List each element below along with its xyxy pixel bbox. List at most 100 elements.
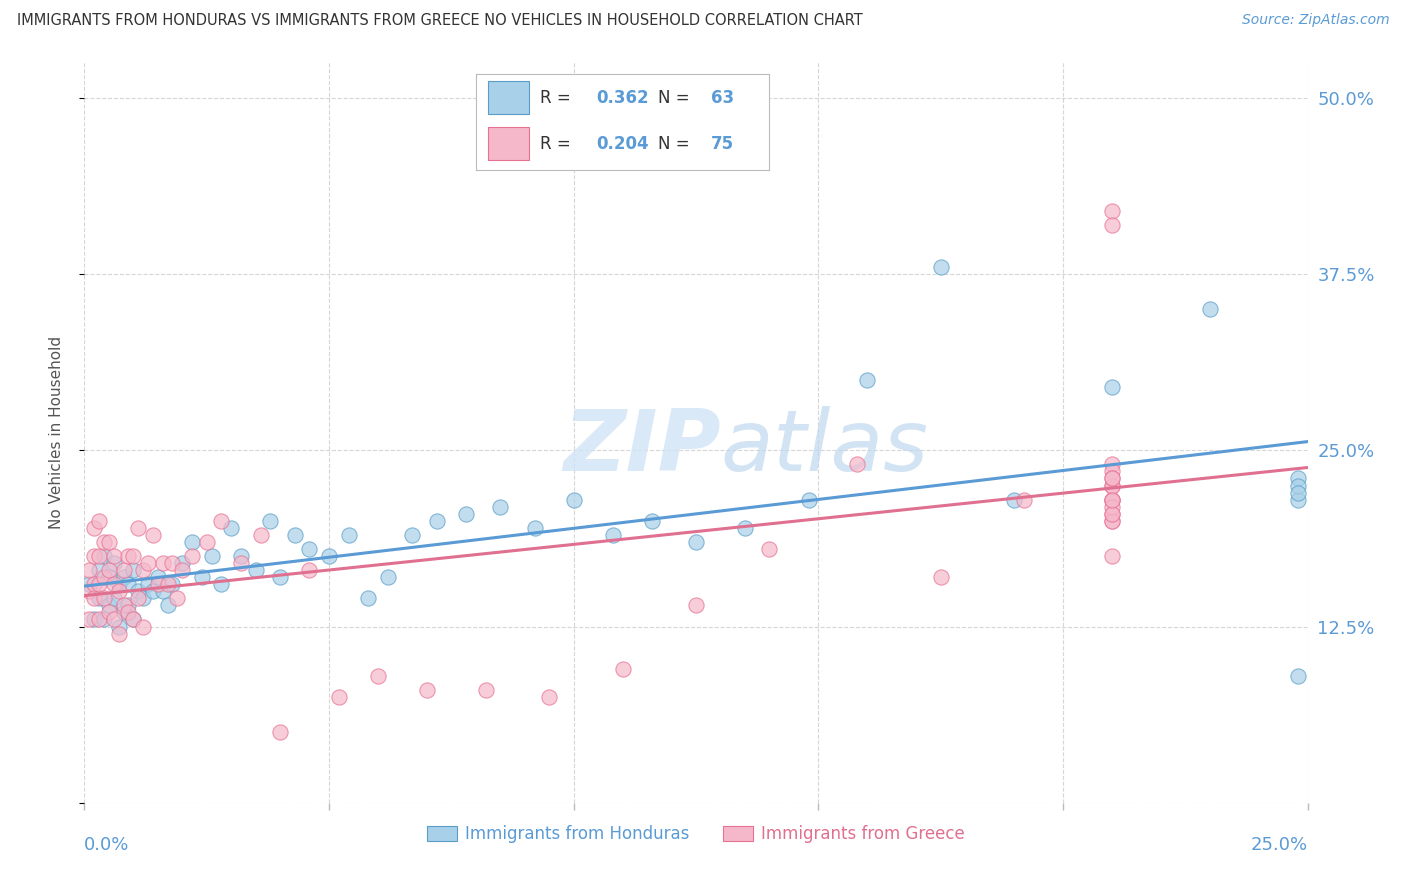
Point	[93, 612, 115, 626]
Point	[97, 563, 120, 577]
Point	[229, 556, 252, 570]
Point	[97, 599, 120, 613]
Point	[77, 563, 100, 577]
Point	[122, 612, 145, 626]
Point	[181, 535, 204, 549]
Point	[117, 549, 139, 563]
Text: atlas: atlas	[720, 406, 928, 489]
Point	[1101, 514, 1123, 528]
Point	[87, 514, 110, 528]
Point	[1286, 492, 1309, 507]
Point	[416, 683, 439, 698]
Point	[1101, 492, 1123, 507]
Point	[846, 458, 869, 472]
Point	[562, 492, 585, 507]
Point	[132, 591, 155, 606]
Point	[112, 606, 135, 620]
Point	[337, 528, 360, 542]
Point	[284, 528, 307, 542]
Point	[172, 563, 194, 577]
Point	[1101, 380, 1123, 394]
Point	[107, 584, 129, 599]
Point	[1101, 218, 1123, 232]
Point	[117, 577, 139, 591]
Text: ZIP: ZIP	[562, 406, 720, 489]
Text: Source: ZipAtlas.com: Source: ZipAtlas.com	[1241, 13, 1389, 28]
Point	[162, 556, 184, 570]
Point	[146, 570, 169, 584]
Point	[166, 591, 188, 606]
Point	[209, 514, 232, 528]
Point	[132, 563, 155, 577]
Point	[112, 599, 135, 613]
Y-axis label: No Vehicles in Household: No Vehicles in Household	[49, 336, 63, 529]
Point	[127, 591, 149, 606]
Text: 0.0%: 0.0%	[84, 836, 129, 855]
Point	[298, 563, 321, 577]
Point	[1101, 478, 1123, 492]
Point	[1101, 507, 1123, 521]
Point	[489, 500, 512, 514]
Point	[142, 528, 165, 542]
Point	[77, 577, 100, 591]
Point	[269, 570, 291, 584]
Point	[538, 690, 561, 704]
Point	[1101, 507, 1123, 521]
Point	[83, 521, 105, 535]
Point	[602, 528, 624, 542]
Point	[107, 577, 129, 591]
Point	[269, 725, 291, 739]
Point	[1286, 478, 1309, 492]
Point	[152, 556, 174, 570]
Point	[127, 521, 149, 535]
Point	[209, 577, 232, 591]
Point	[1012, 492, 1035, 507]
Point	[1286, 471, 1309, 485]
Point	[87, 591, 110, 606]
Point	[117, 606, 139, 620]
Point	[103, 577, 125, 591]
Point	[1101, 471, 1123, 485]
Text: IMMIGRANTS FROM HONDURAS VS IMMIGRANTS FROM GREECE NO VEHICLES IN HOUSEHOLD CORR: IMMIGRANTS FROM HONDURAS VS IMMIGRANTS F…	[17, 13, 863, 29]
Point	[856, 373, 879, 387]
Point	[172, 556, 194, 570]
Point	[122, 612, 145, 626]
Point	[929, 260, 952, 274]
Point	[1286, 485, 1309, 500]
Text: 25.0%: 25.0%	[1250, 836, 1308, 855]
Point	[377, 570, 399, 584]
Point	[146, 577, 169, 591]
Point	[1101, 500, 1123, 514]
Point	[83, 549, 105, 563]
Point	[77, 584, 100, 599]
Point	[162, 577, 184, 591]
Point	[122, 549, 145, 563]
Point	[1101, 458, 1123, 472]
Point	[87, 577, 110, 591]
Point	[1101, 492, 1123, 507]
Point	[758, 541, 780, 556]
Point	[83, 612, 105, 626]
Point	[249, 528, 271, 542]
Point	[685, 535, 707, 549]
Point	[156, 577, 179, 591]
Point	[219, 521, 242, 535]
Point	[103, 549, 125, 563]
Point	[328, 690, 350, 704]
Point	[1101, 478, 1123, 492]
Point	[734, 521, 756, 535]
Point	[641, 514, 664, 528]
Point	[318, 549, 340, 563]
Point	[87, 612, 110, 626]
Point	[1101, 203, 1123, 218]
Point	[1198, 302, 1220, 317]
Point	[107, 619, 129, 633]
Point	[229, 549, 252, 563]
Point	[523, 521, 546, 535]
Point	[112, 570, 135, 584]
Point	[367, 669, 389, 683]
Point	[1101, 471, 1123, 485]
Point	[103, 591, 125, 606]
Legend: Immigrants from Honduras, Immigrants from Greece: Immigrants from Honduras, Immigrants fro…	[420, 819, 972, 850]
Point	[87, 563, 110, 577]
